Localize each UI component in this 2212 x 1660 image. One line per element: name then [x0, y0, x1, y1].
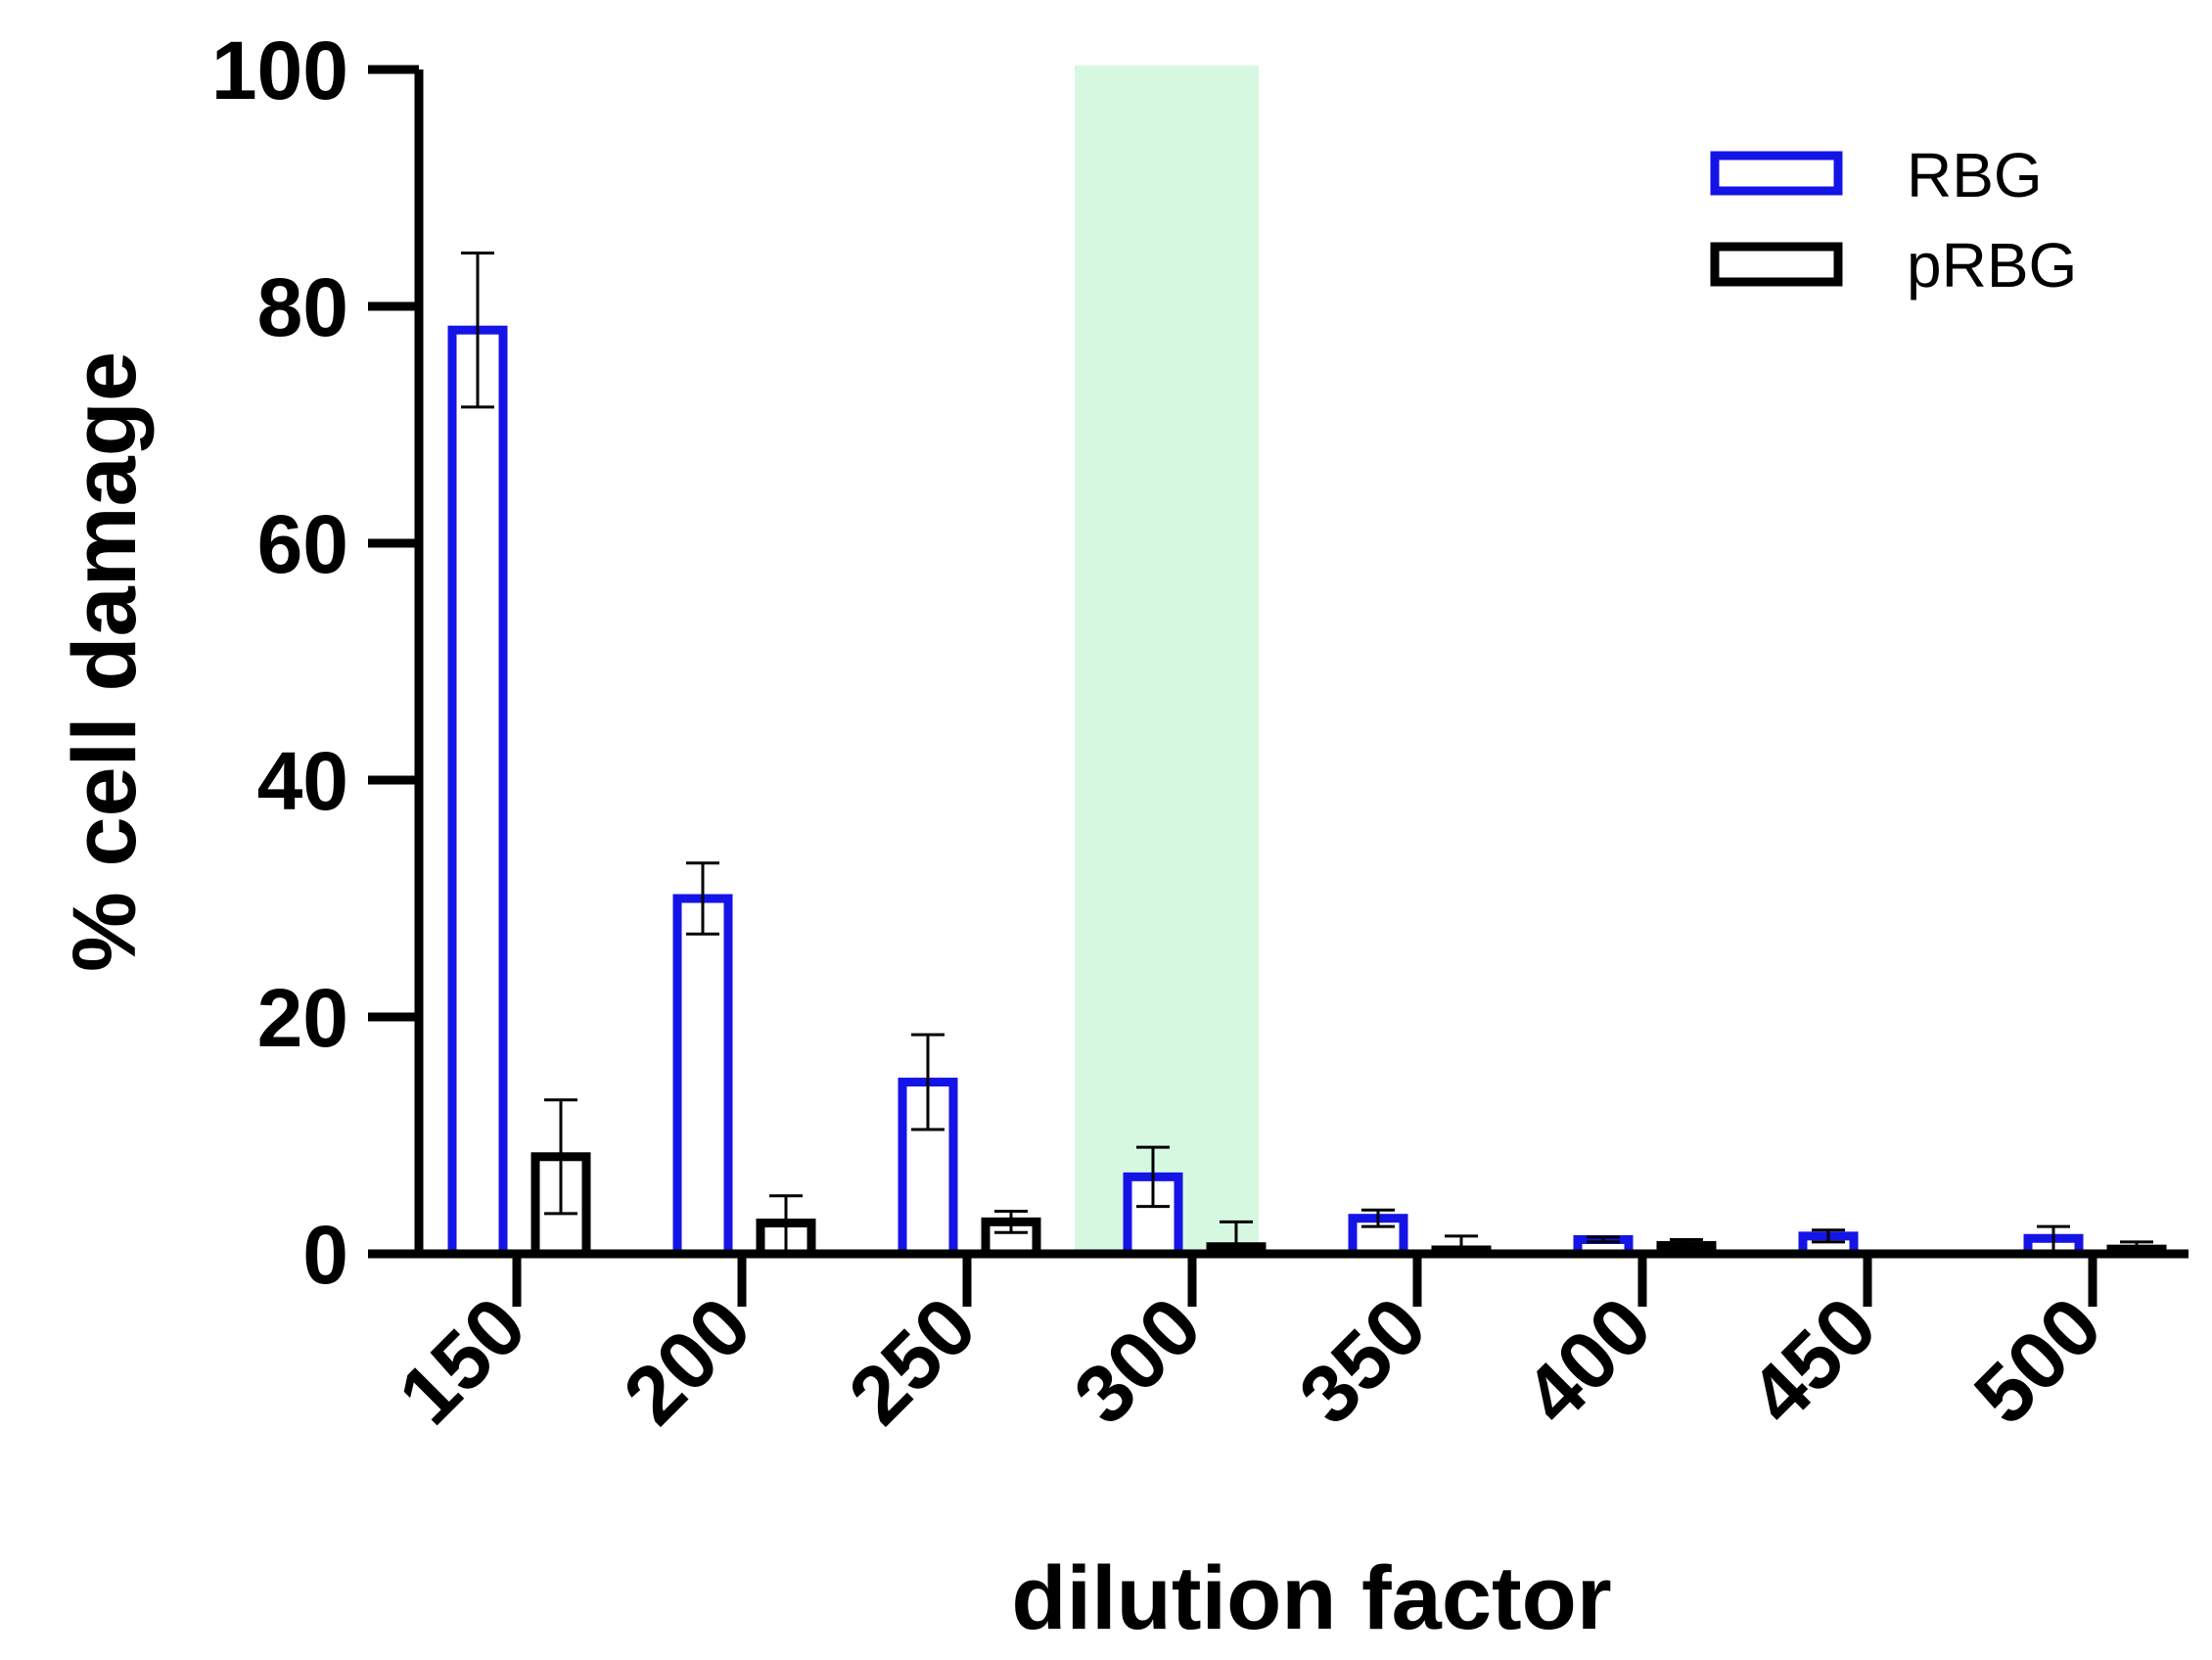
legend-label-rbg: RBG: [1907, 140, 2043, 210]
highlight-band-layer: [1075, 66, 1259, 1254]
y-tick-label-60: 60: [257, 498, 348, 590]
legend-swatch-rbg: [1710, 151, 1843, 196]
y-tick-label-100: 100: [211, 24, 348, 116]
y-tick-label-80: 80: [257, 261, 348, 353]
bar-rbg-150: [447, 325, 508, 1259]
bar-rbg-200: [672, 894, 733, 1259]
bars-layer: [447, 252, 2167, 1259]
x-axis-title: dilution factor: [1011, 1548, 1611, 1648]
legend-label-prbg: pRBG: [1907, 230, 2077, 300]
legend: RBG pRBG: [1710, 140, 2077, 300]
axes-layer: [368, 69, 2189, 1259]
y-tick-label-0: 0: [302, 1209, 348, 1301]
y-axis-title: % cell damage: [55, 351, 155, 972]
legend-swatch-prbg: [1710, 242, 1843, 287]
y-tick-label-40: 40: [257, 735, 348, 827]
y-tick-label-20: 20: [257, 972, 348, 1064]
highlight-band: [1075, 66, 1259, 1254]
